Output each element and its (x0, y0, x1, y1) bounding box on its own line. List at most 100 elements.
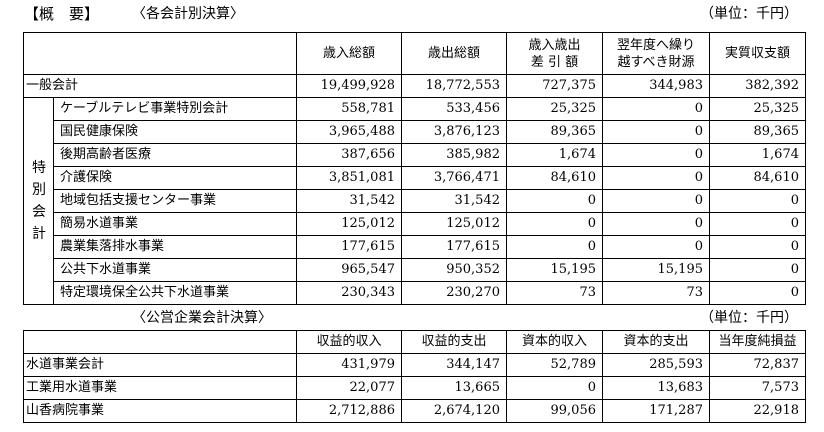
table-row: 山香病院事業 2,712,886 2,674,120 99,056 171,287 22,… (23, 399, 806, 423)
table-row: 後期高齢者医療 387,656 385,982 1,674 0 1,674 (24, 143, 806, 167)
value-cell: 0 (506, 235, 603, 259)
value-cell: 2,674,120 (401, 399, 507, 423)
value-cell: 13,683 (602, 376, 710, 400)
special-accounts-label: 特別会計 (23, 97, 54, 305)
section-title-accounts: 〈各会計別決算〉 (132, 6, 244, 22)
value-cell: 344,983 (602, 74, 710, 98)
table-row: 簡易水道事業 125,012 125,012 0 0 0 (24, 212, 806, 236)
value-cell: 125,012 (401, 212, 507, 236)
value-cell: 965,547 (296, 258, 402, 282)
value-cell: 230,270 (401, 281, 507, 305)
value-cell: 558,781 (296, 97, 402, 121)
table-row: 農業集落排水事業 177,615 177,615 0 0 0 (24, 235, 806, 259)
enterprise-settlement-table: 収益的収入 収益的支出 資本的収入 資本的支出 当年度純損益 水道事業会計 431,979 3… (23, 330, 806, 423)
header-blank-cell (23, 32, 297, 75)
value-cell: 25,325 (506, 97, 603, 121)
value-cell: 125,012 (296, 212, 402, 236)
table-row: 特別会計 ケーブルテレビ事業特別会計 558,781 533,456 25,325 0 25… (23, 97, 806, 305)
column-header: 翌年度へ繰り 越すべき財源 (602, 32, 710, 75)
value-cell: 285,593 (602, 353, 710, 377)
row-label: 水道事業会計 (23, 353, 297, 377)
value-cell: 0 (506, 212, 603, 236)
value-cell: 1,674 (506, 143, 603, 167)
row-label: 地域包括支援センター事業 (53, 189, 297, 213)
value-cell: 19,499,928 (296, 74, 402, 98)
table-row: 特定環境保全公共下水道事業 230,343 230,270 73 73 0 (24, 281, 806, 305)
table-row: 地域包括支援センター事業 31,542 31,542 0 0 0 (24, 189, 806, 213)
value-cell: 533,456 (401, 97, 507, 121)
value-cell: 89,365 (506, 120, 603, 144)
column-header: 収益的収入 (296, 330, 402, 354)
value-cell: 230,343 (296, 281, 402, 305)
column-header: 資本的支出 (602, 330, 710, 354)
value-cell: 0 (709, 212, 806, 236)
value-cell: 382,392 (709, 74, 806, 98)
column-header: 歳入歳出 差 引 額 (506, 32, 603, 75)
value-cell: 177,615 (401, 235, 507, 259)
column-header: 歳出総額 (401, 32, 507, 75)
table-header-row: 歳入総額 歳出総額 歳入歳出 差 引 額 翌年度へ繰り 越すべき財源 実質収支額 (23, 32, 806, 75)
table-row: 公共下水道事業 965,547 950,352 15,195 15,195 0 (24, 258, 806, 282)
row-label: 公共下水道事業 (53, 258, 297, 282)
table-row: 介護保険 3,851,081 3,766,471 84,610 0 84,610 (24, 166, 806, 190)
value-cell: 0 (709, 258, 806, 282)
row-label: 介護保険 (53, 166, 297, 190)
value-cell: 1,674 (709, 143, 806, 167)
table-header-row: 収益的収入 収益的支出 資本的収入 資本的支出 当年度純損益 (23, 330, 806, 354)
value-cell: 22,077 (296, 376, 402, 400)
value-cell: 0 (709, 281, 806, 305)
column-header: 収益的支出 (401, 330, 507, 354)
row-label: ケーブルテレビ事業特別会計 (53, 97, 297, 121)
value-cell: 0 (709, 235, 806, 259)
unit-label-accounts: （単位：千円） (700, 6, 798, 22)
value-cell: 18,772,553 (401, 74, 507, 98)
value-cell: 15,195 (602, 258, 710, 282)
value-cell: 3,876,123 (401, 120, 507, 144)
value-cell: 31,542 (296, 189, 402, 213)
value-cell: 52,789 (506, 353, 603, 377)
value-cell: 0 (602, 120, 710, 144)
table-row: 国民健康保険 3,965,488 3,876,123 89,365 0 89,365 (24, 120, 806, 144)
value-cell: 385,982 (401, 143, 507, 167)
value-cell: 25,325 (709, 97, 806, 121)
column-header: 歳入総額 (296, 32, 402, 75)
header-blank-cell (23, 330, 297, 354)
unit-label-enterprise: （単位：千円） (700, 310, 798, 326)
value-cell: 0 (602, 189, 710, 213)
value-cell: 177,615 (296, 235, 402, 259)
value-cell: 7,573 (709, 376, 806, 400)
column-header: 資本的収入 (506, 330, 603, 354)
value-cell: 13,665 (401, 376, 507, 400)
value-cell: 3,851,081 (296, 166, 402, 190)
row-label: 工業用水道事業 (23, 376, 297, 400)
value-cell: 2,712,886 (296, 399, 402, 423)
value-cell: 0 (506, 376, 603, 400)
value-cell: 3,965,488 (296, 120, 402, 144)
value-cell: 73 (506, 281, 603, 305)
value-cell: 73 (602, 281, 710, 305)
row-label: 農業集落排水事業 (53, 235, 297, 259)
table-row: 工業用水道事業 22,077 13,665 0 13,683 7,573 (23, 376, 806, 400)
table-row: 水道事業会計 431,979 344,147 52,789 285,593 72,837 (23, 353, 806, 377)
column-header: 実質収支額 (709, 32, 806, 75)
value-cell: 727,375 (506, 74, 603, 98)
row-label: 国民健康保険 (53, 120, 297, 144)
value-cell: 15,195 (506, 258, 603, 282)
page-title: 【概 要】 (24, 5, 100, 23)
table-row: 一般会計 19,499,928 18,772,553 727,375 344,9… (23, 74, 806, 98)
row-label: 一般会計 (23, 74, 297, 98)
value-cell: 0 (506, 189, 603, 213)
row-label: 簡易水道事業 (53, 212, 297, 236)
value-cell: 84,610 (709, 166, 806, 190)
value-cell: 31,542 (401, 189, 507, 213)
value-cell: 0 (602, 166, 710, 190)
value-cell: 387,656 (296, 143, 402, 167)
accounts-settlement-table: 歳入総額 歳出総額 歳入歳出 差 引 額 翌年度へ繰り 越すべき財源 実質収支額… (23, 32, 806, 305)
value-cell: 431,979 (296, 353, 402, 377)
value-cell: 99,056 (506, 399, 603, 423)
row-label: 特定環境保全公共下水道事業 (53, 281, 297, 305)
value-cell: 171,287 (602, 399, 710, 423)
value-cell: 0 (602, 143, 710, 167)
value-cell: 89,365 (709, 120, 806, 144)
value-cell: 344,147 (401, 353, 507, 377)
